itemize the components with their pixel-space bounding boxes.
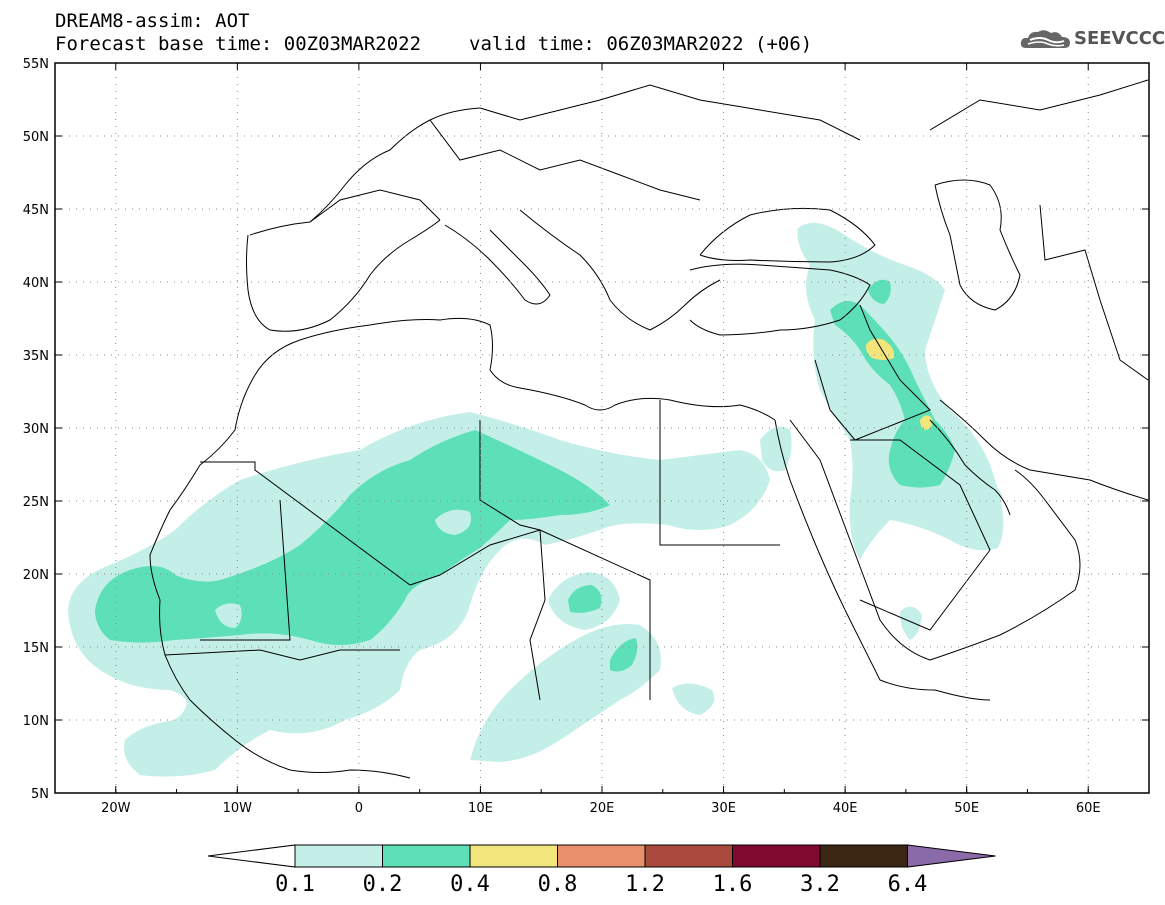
coastline-gulf (929, 419, 1011, 516)
aot-field-mali-mauritania (95, 430, 610, 645)
colorbar-label: 3.2 (800, 872, 840, 897)
border-europe-2 (429, 119, 701, 201)
coastline-italy (444, 224, 551, 305)
aot-field-iraq (830, 301, 955, 488)
lat-tick-label: 50N (23, 130, 49, 145)
coastline-iberia (246, 219, 441, 332)
colorbar-segment (644, 844, 733, 868)
aot-field-arabia-ne (985, 486, 1002, 509)
border-niger-chad (409, 529, 546, 701)
lat-tick-label: 15N (23, 641, 49, 656)
border-europe-3 (479, 84, 861, 141)
aot-field-iraq-high-south (920, 415, 933, 430)
colorbar-segment (819, 844, 908, 868)
colorbar (207, 844, 996, 868)
coastline-caspian (934, 179, 1021, 311)
lat-tick-label: 30N (23, 422, 49, 437)
lat-tick-label: 10N (23, 714, 49, 729)
lat-tick-label: 25N (23, 495, 49, 510)
border-libya-egypt (659, 400, 780, 546)
lon-tick-label: 0 (355, 801, 363, 816)
lat-tick-label: 20N (23, 568, 49, 583)
border-central-asia (929, 79, 1149, 131)
lon-tick-label: 30E (711, 801, 736, 816)
border-sahel (164, 649, 400, 661)
coastline-north-africa (299, 317, 776, 421)
lat-tick-label: 55N (23, 57, 49, 72)
colorbar-segment (732, 844, 821, 868)
aot-field-hole-algeria (435, 509, 471, 535)
aot-field-chad-spot (568, 585, 602, 613)
base-time: Forecast base time: 00Z03MAR2022 (55, 33, 422, 55)
coastline-arabia (789, 419, 1081, 661)
map-title: DREAM8-assim: AOT (55, 10, 250, 32)
lon-tick-label: 40E (833, 801, 858, 816)
coastline-turkey (689, 263, 871, 336)
border-sahara-1 (200, 461, 411, 586)
colorbar-label: 1.6 (712, 872, 753, 897)
lat-tick-label: 45N (23, 203, 49, 218)
aot-field-hole-mali (215, 603, 242, 628)
aot-field-sudan-spot (610, 638, 638, 672)
time-info: Forecast base time: 00Z03MAR2022 valid ti… (55, 33, 812, 55)
aot-field-iran-spot (868, 279, 891, 304)
lat-tick-label: 5N (31, 787, 49, 802)
colorbar-segment (557, 844, 646, 868)
aot-field-levant (760, 426, 792, 472)
lon-tick-label: 20W (101, 801, 131, 816)
aot-field-iraq-high (865, 338, 895, 360)
coastline-africa-west (149, 339, 411, 779)
colorbar-label: 0.1 (275, 872, 315, 897)
border-iran-east (1039, 204, 1149, 381)
lon-tick-label: 10E (468, 801, 493, 816)
colorbar-segment (469, 844, 558, 868)
axis-ticks: 5N 10N 15N 20N 25N 30N 35N 40N 45N 50N 55N 20W 10W 0 1… (23, 57, 1150, 816)
lat-tick-label: 40N (23, 276, 49, 291)
border-sahara-2 (200, 499, 291, 641)
cloud-logo-icon (1020, 30, 1070, 48)
colorbar-segment (382, 844, 471, 868)
logo-text: SEEVCCC (1074, 28, 1165, 49)
colorbar-label: 0.4 (450, 872, 490, 897)
coastline-balkans (519, 209, 721, 331)
lon-tick-label: 20E (590, 801, 615, 816)
colorbar-segment (294, 844, 383, 868)
colorbar-label: 0.8 (537, 872, 578, 897)
colorbar-label: 6.4 (887, 872, 928, 897)
coastline-red-sea-west (774, 419, 991, 701)
colorbar-under-arrow (207, 844, 296, 868)
lon-tick-label: 50E (954, 801, 979, 816)
valid-time: valid time: 06Z03MAR2022 (+06) (469, 33, 813, 55)
seevccc-logo: SEEVCCC (1018, 26, 1165, 54)
aot-shading (68, 222, 1004, 777)
lat-tick-label: 35N (23, 349, 49, 364)
colorbar-over-arrow (907, 844, 996, 868)
aot-field-horn (672, 683, 715, 715)
coastline-black-sea (699, 207, 876, 263)
coastline-europe (249, 107, 481, 236)
aot-field-red-sea (900, 606, 922, 640)
lon-tick-label: 10W (223, 801, 253, 816)
border-europe-1 (309, 189, 441, 223)
graticule (55, 63, 1149, 793)
lon-tick-label: 60E (1076, 801, 1101, 816)
border-iraq (814, 304, 931, 441)
border-saudi (850, 439, 991, 631)
colorbar-label: 1.2 (625, 872, 665, 897)
border-sahara-3 (479, 420, 651, 700)
colorbar-label: 0.2 (362, 872, 403, 897)
